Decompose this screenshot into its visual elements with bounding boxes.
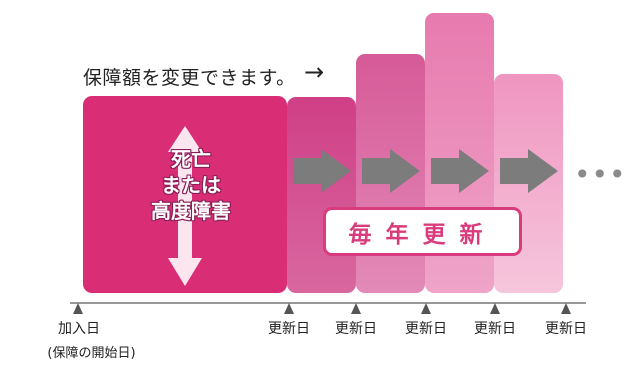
header-note: 保障額を変更できます。 — [83, 67, 296, 89]
annual-renewal-badge: 毎年更新 — [323, 207, 522, 256]
renewal-arrow-4 — [500, 149, 558, 193]
renewal-block-1 — [287, 97, 356, 293]
tick-marker-start — [73, 303, 83, 314]
tick-marker-1 — [284, 303, 294, 314]
tick-marker-2 — [351, 303, 361, 314]
renewal-date-label-4: 更新日 — [474, 321, 516, 337]
renewal-date-label-3: 更新日 — [405, 321, 447, 337]
tick-marker-3 — [421, 303, 431, 314]
continuation-ellipsis: ••• — [574, 158, 627, 191]
death-label: 死亡 — [171, 147, 211, 171]
severe-disability-label: 高度障害 — [151, 199, 231, 223]
renewal-date-label-2: 更新日 — [335, 321, 377, 337]
tick-marker-4 — [490, 303, 500, 314]
start-date-label: 加入日 — [58, 321, 100, 337]
renewal-date-label-1: 更新日 — [268, 321, 310, 337]
renewal-date-label-5: 更新日 — [545, 321, 587, 337]
or-label: または — [161, 173, 221, 197]
header-arrow-icon: → — [304, 58, 325, 86]
coverage-arrow — [168, 126, 202, 286]
renewal-arrow-2 — [362, 149, 420, 193]
renewal-arrow-3 — [431, 149, 489, 193]
coverage-start-label: (保障の開始日) — [47, 346, 136, 361]
renewal-arrow-1 — [293, 149, 351, 193]
tick-marker-5 — [561, 303, 571, 314]
